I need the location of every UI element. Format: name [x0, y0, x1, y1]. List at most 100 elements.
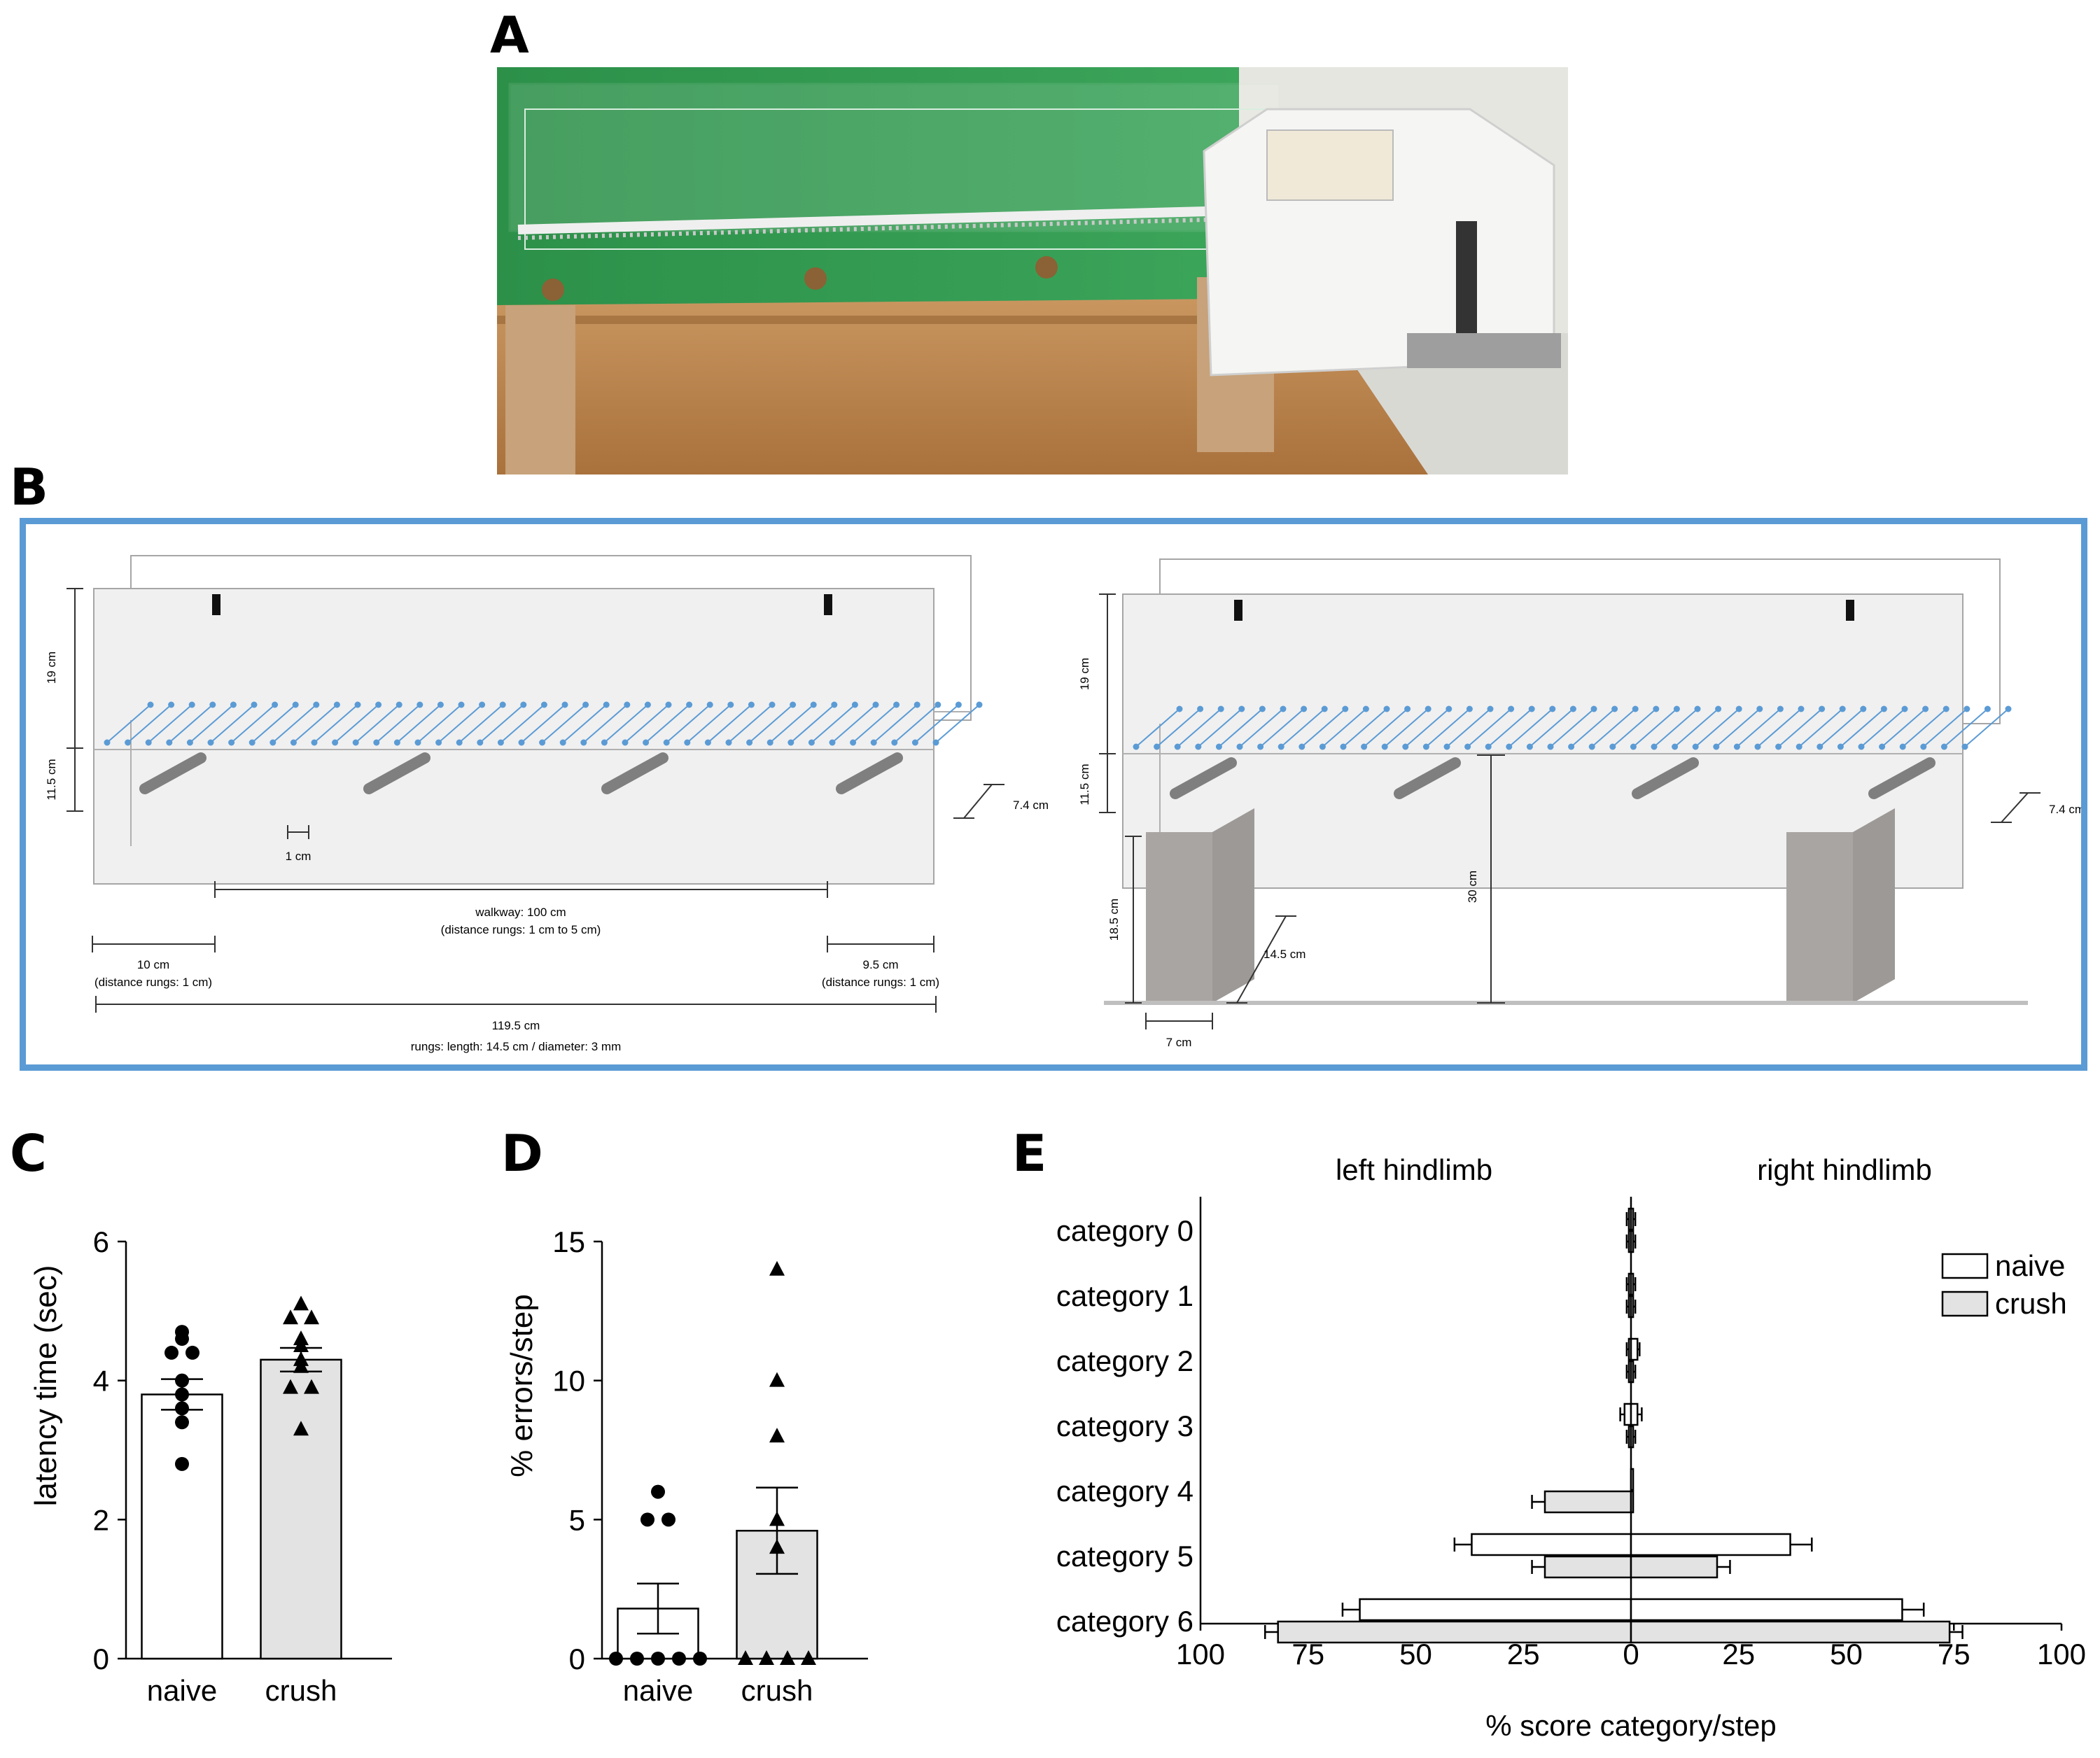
chart-e-xtick-label: 0 [1623, 1638, 1639, 1671]
rung [1736, 708, 1782, 747]
rung-end [354, 701, 361, 708]
rung [1798, 708, 1843, 747]
rung-end [1630, 743, 1637, 750]
rung-end [1858, 743, 1865, 750]
rung-end [1197, 705, 1204, 712]
rung [1446, 708, 1491, 747]
rung-end [1526, 743, 1533, 750]
rung [769, 704, 814, 743]
rung-end [769, 701, 776, 708]
left-zone-label: 10 cm [137, 958, 169, 971]
rung [417, 704, 462, 743]
chart-c-ytick-label: 6 [93, 1225, 109, 1258]
chart-c-bar-naive [141, 1393, 223, 1660]
rung-end [976, 701, 983, 708]
rungs-info-label: rungs: length: 14.5 cm / diameter: 3 mm [411, 1040, 621, 1053]
rung [873, 704, 918, 743]
rung-end [1280, 705, 1287, 712]
chart-e-bar-right-naive [1630, 1402, 1639, 1426]
chart-d-axes: 0 5 10 15 naive crush [552, 1225, 868, 1707]
chart-e-category-label: category 1 [1056, 1279, 1194, 1312]
rung-end [352, 739, 359, 746]
chart-e: left hindlimb right hindlimb 100 75 50 25 0 2… [1056, 1153, 2086, 1742]
rung-end [1569, 705, 1576, 712]
chart-e-bar-right-crush [1630, 1490, 1634, 1514]
floor-height-label: 30 cm [1466, 871, 1479, 903]
rung [106, 704, 151, 743]
rung-end [1963, 705, 1970, 712]
chart-e-bar-left-crush [1277, 1620, 1632, 1644]
rung [521, 704, 566, 743]
rung-end [911, 739, 918, 746]
chart-d-point-crush [769, 1428, 785, 1443]
rung-end [1362, 705, 1369, 712]
rung-end [1961, 743, 1968, 750]
chart-c: 0 2 4 6 naive crush latency time (sec) [29, 1225, 392, 1707]
rung-end [1901, 705, 1908, 712]
rung-end [808, 739, 815, 746]
rung [1674, 708, 1719, 747]
rung-end [1446, 705, 1452, 712]
rung [458, 704, 503, 743]
rung [1777, 708, 1823, 747]
chart-d-point-naive [672, 1652, 686, 1666]
rung-end [1278, 743, 1284, 750]
rung-end [1715, 705, 1722, 712]
rung-end [1508, 705, 1515, 712]
walkway-sublabel: (distance rungs: 1 cm to 5 cm) [441, 923, 601, 936]
rung-end [1464, 743, 1471, 750]
chart-c-axes: 0 2 4 6 naive crush [93, 1225, 392, 1707]
rung [832, 704, 876, 743]
rung [1757, 708, 1802, 747]
rung [1135, 708, 1180, 747]
rung [748, 704, 794, 743]
rung [1964, 708, 2009, 747]
rung-end [1257, 743, 1264, 750]
rung-end [1942, 705, 1949, 712]
rung [148, 704, 192, 743]
rung-end [1672, 743, 1679, 750]
rung-end [704, 739, 711, 746]
chart-c-point-naive [175, 1415, 189, 1430]
panel-label-e: E [1012, 1124, 1047, 1183]
rung-end [1319, 743, 1326, 750]
left-height-upper: 19 cm [45, 652, 58, 684]
chart-e-bar-left-naive [1359, 1598, 1632, 1622]
rung-end [393, 739, 400, 746]
rung [314, 704, 358, 743]
rung-end [1236, 743, 1243, 750]
rung-end [125, 739, 132, 746]
rung-end [1528, 705, 1535, 712]
rung-end [1839, 705, 1846, 712]
rung [1280, 708, 1325, 747]
walkway-label: walkway: 100 cm [475, 906, 566, 919]
rung-end [1485, 743, 1492, 750]
rung [479, 704, 524, 743]
chart-d-point-naive [630, 1652, 644, 1666]
chart-c-point-crush [293, 1337, 309, 1352]
rung-end [1547, 743, 1554, 750]
legend-label-naive: naive [1995, 1249, 2065, 1282]
rung-end [1713, 743, 1720, 750]
rung-end [311, 739, 318, 746]
panel-label-b: B [10, 458, 48, 516]
rung-end [1383, 705, 1390, 712]
chart-e-right-title: right hindlimb [1757, 1153, 1932, 1186]
rung-end [188, 701, 195, 708]
rung [1363, 708, 1408, 747]
rung-end [1402, 743, 1409, 750]
left-rung-gap: 1 cm [286, 850, 312, 863]
rung-end [1632, 705, 1639, 712]
rung [293, 704, 338, 743]
rung [1239, 708, 1284, 747]
rung-end [1422, 743, 1429, 750]
rung [169, 704, 214, 743]
chart-c-ytick-label: 0 [93, 1643, 109, 1675]
rung-end [686, 701, 693, 708]
rung-end [1733, 743, 1740, 750]
chart-c-point-naive [175, 1387, 189, 1402]
chart-e-bar-left-crush [1544, 1555, 1632, 1579]
rung-end [1238, 705, 1245, 712]
rung [1156, 708, 1201, 747]
rung-end [1342, 705, 1349, 712]
